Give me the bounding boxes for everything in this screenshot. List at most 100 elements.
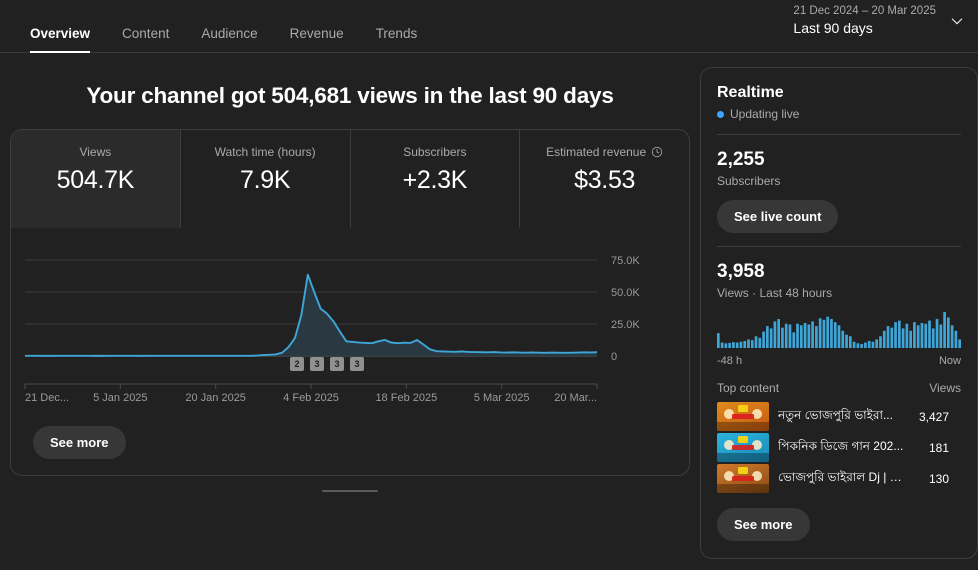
date-range-selector[interactable]: 21 Dec 2024 – 20 Mar 2025 Last 90 days [793,3,968,38]
metric-revenue-label-row: Estimated revenue [520,144,689,160]
sparkline-bar [818,318,822,348]
realtime-views-label: Views · Last 48 hours [717,286,833,300]
see-live-count-button[interactable]: See live count [717,200,839,233]
tab-content-label: Content [122,25,170,41]
svg-text:20 Mar...: 20 Mar... [554,392,597,404]
sparkline-bar [766,326,769,348]
sparkline-bar [784,323,788,348]
sparkline-bar [882,330,886,348]
realtime-subscribers-label: Subscribers [717,174,781,188]
video-count-badge[interactable]: 3 [330,357,344,371]
top-navigation-bar: Overview Content Audience Revenue Trends… [0,0,978,53]
video-thumbnail [717,402,769,431]
sparkline-bar [781,327,784,348]
sparkline-bar [830,319,833,348]
realtime-see-more-wrap: See more [717,508,961,541]
realtime-see-more-button[interactable]: See more [717,508,810,541]
metric-tile-estimated-revenue[interactable]: Estimated revenue $3.53 [520,130,689,228]
metric-watch-time-value: 7.9K [240,166,291,194]
metric-tile-subscribers[interactable]: Subscribers +2.3K [351,130,521,228]
realtime-subscribers-count: 2,255 [717,149,765,170]
metric-watch-time-label: Watch time (hours) [214,145,316,159]
sparkline-axis: -48 h Now [717,355,961,367]
sparkline-bar [841,330,845,348]
sparkline-bar [931,328,935,348]
see-more-button[interactable]: See more [33,426,126,459]
live-dot-icon [717,110,724,118]
overview-column: Your channel got 504,681 views in the la… [0,53,700,570]
sparkline-bar [864,342,867,348]
sparkline-bar [754,336,758,348]
chevron-down-icon[interactable] [946,10,968,32]
realtime-views-count: 3,958 [717,261,765,282]
sparkline-bar [769,328,773,348]
sparkline-bar [950,325,954,348]
tab-content[interactable]: Content [106,25,185,54]
video-count-badge[interactable]: 3 [350,357,364,371]
sparkline-bar [758,337,762,348]
sparkline-bar [860,344,863,348]
views-line-chart-svg: 0 25.0K 50.0K 75.0K 21 Dec... 5 Jan 2025 20 Ja… [24,255,640,404]
sparkline-bar [871,341,875,348]
metric-revenue-label: Estimated revenue [546,145,647,159]
sparkline-bar [762,331,765,348]
video-title: নতুন ভোজপুরি ভাইরা... [778,407,893,422]
tab-revenue-label: Revenue [289,25,344,41]
sparkline-bar [743,340,747,348]
video-views: 130 [928,471,949,486]
drag-handle[interactable] [322,490,378,492]
metric-tile-views[interactable]: Views 504.7K [11,130,181,228]
sparkline-bar [747,339,750,348]
top-content-row[interactable]: পিকনিক ডিজে গান 202... 181 [717,432,961,463]
divider [717,134,961,135]
realtime-title: Realtime [717,84,784,101]
date-range-dates: 21 Dec 2024 – 20 Mar 2025 [793,5,936,17]
page-title: Your channel got 504,681 views in the la… [86,83,614,108]
tab-trends[interactable]: Trends [360,26,434,54]
realtime-live-label: Updating live [730,107,800,121]
sparkline-bar [845,334,848,348]
video-count-badge[interactable]: 3 [310,357,324,371]
svg-text:0: 0 [611,351,617,363]
metric-views-label-row: Views [11,144,180,160]
overview-card: Views 504.7K Watch time (hours) 7.9K Sub… [10,129,690,476]
tab-overview[interactable]: Overview [14,26,106,54]
sparkline-bar [803,322,807,348]
svg-text:75.0K: 75.0K [611,255,640,267]
svg-text:21 Dec...: 21 Dec... [25,392,69,404]
sparkline-bar [792,332,796,348]
sparkline-bar [905,323,909,348]
top-content-row[interactable]: নতুন ভোজপুরি ভাইরা... 3,427 [717,401,961,432]
realtime-sparkline[interactable] [717,310,961,353]
views-header: Views [929,381,961,395]
svg-text:4 Feb 2025: 4 Feb 2025 [283,392,339,404]
sparkline-bar [928,320,931,348]
sparkline-bar [943,312,946,348]
date-range-text: 21 Dec 2024 – 20 Mar 2025 Last 90 days [793,3,936,38]
sparkline-bar [777,319,780,348]
sparkline-bar [720,342,724,348]
top-content-header-row: Top content Views [717,381,961,395]
top-content-row[interactable]: ভোজপুরি ভাইরাল Dj | B... 130 [717,463,961,494]
realtime-card: Realtime Updating live 2,255 Subscribers… [700,67,978,559]
sparkline-bar [773,321,777,348]
video-title: ভোজপুরি ভাইরাল Dj | B... [778,469,906,484]
sparkline-bar [890,327,894,348]
svg-text:5 Jan 2025: 5 Jan 2025 [93,392,147,404]
tab-audience[interactable]: Audience [185,26,273,54]
video-count-badge[interactable]: 2 [290,357,304,371]
see-live-count-wrap: See live count [717,200,961,233]
metric-tile-watch-time[interactable]: Watch time (hours) 7.9K [181,130,351,228]
top-content-list: নতুন ভোজপুরি ভাইরা... 3,427 পিকনিক ডিজে গা… [717,401,961,494]
metric-tiles: Views 504.7K Watch time (hours) 7.9K Sub… [11,130,689,228]
metric-watch-time-label-row: Watch time (hours) [181,144,350,160]
svg-text:18 Feb 2025: 18 Feb 2025 [375,392,437,404]
views-line-chart[interactable]: 0 25.0K 50.0K 75.0K 21 Dec... 5 Jan 2025 20 Ja… [11,228,689,408]
video-views: 3,427 [918,409,949,424]
sparkline-bar [909,330,912,348]
sparkline-bar [833,322,837,348]
sparkline-bar [894,322,897,348]
tab-revenue[interactable]: Revenue [274,25,360,54]
sparkline-bar [924,323,928,348]
